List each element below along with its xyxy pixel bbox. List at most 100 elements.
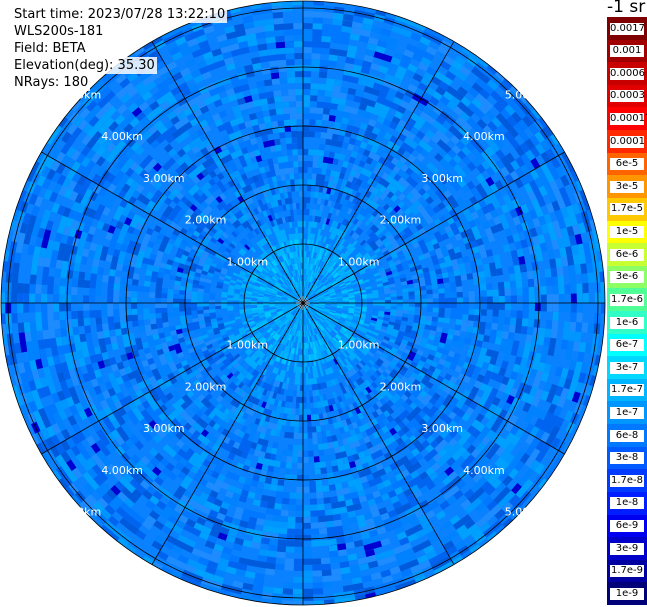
- data-cell: [321, 431, 327, 438]
- data-cell: [318, 345, 323, 352]
- data-cell: [412, 241, 420, 249]
- data-cell: [371, 287, 378, 291]
- data-cell: [158, 193, 168, 202]
- data-cell: [341, 231, 347, 239]
- data-cell: [532, 327, 540, 337]
- data-cell: [197, 313, 205, 322]
- data-cell: [295, 372, 299, 379]
- data-cell: [377, 129, 387, 138]
- data-cell: [503, 317, 511, 325]
- data-cell: [265, 315, 272, 320]
- data-cell: [129, 434, 140, 445]
- data-cell: [371, 468, 387, 480]
- data-cell: [408, 203, 417, 212]
- data-cell: [252, 314, 259, 318]
- data-cell: [451, 340, 459, 348]
- data-cell: [315, 352, 319, 360]
- data-cell: [208, 396, 220, 408]
- data-cell: [353, 290, 361, 294]
- data-cell: [290, 414, 296, 421]
- data-cell: [239, 258, 247, 264]
- data-cell: [337, 268, 343, 274]
- data-cell: [459, 454, 476, 470]
- data-cell: [229, 172, 237, 181]
- data-cell: [390, 220, 398, 228]
- data-cell: [385, 419, 398, 431]
- data-cell: [287, 522, 296, 529]
- data-cell: [114, 400, 123, 410]
- data-cell: [197, 233, 206, 241]
- data-cell: [124, 438, 135, 449]
- data-cell: [514, 317, 523, 334]
- data-cell: [337, 408, 344, 416]
- data-cell: [189, 203, 198, 212]
- data-cell: [291, 264, 295, 271]
- data-cell: [443, 255, 452, 263]
- data-cell: [250, 353, 259, 362]
- data-cell: [466, 444, 477, 455]
- data-cell: [256, 80, 265, 88]
- data-cell: [309, 480, 316, 487]
- data-cell: [312, 305, 319, 307]
- data-cell: [261, 104, 269, 112]
- data-cell: [294, 53, 303, 60]
- data-cell: [270, 346, 276, 353]
- data-cell: [552, 285, 559, 295]
- data-cell: [184, 461, 194, 471]
- data-cell: [226, 344, 234, 350]
- data-cell: [307, 257, 310, 264]
- data-cell: [148, 158, 158, 168]
- data-cell: [317, 83, 334, 92]
- data-cell: [303, 293, 306, 300]
- data-cell: [531, 335, 539, 345]
- data-cell: [420, 393, 433, 406]
- data-cell: [275, 144, 282, 152]
- data-cell: [177, 448, 192, 462]
- data-cell: [283, 274, 288, 281]
- data-cell: [179, 170, 188, 180]
- data-cell: [353, 313, 360, 318]
- data-cell: [318, 303, 325, 306]
- data-cell: [89, 310, 96, 318]
- data-cell: [323, 199, 329, 206]
- data-cell: [241, 220, 251, 229]
- data-cell: [197, 433, 211, 446]
- data-cell: [431, 175, 444, 189]
- data-cell: [410, 215, 421, 227]
- data-cell: [185, 282, 193, 292]
- data-cell: [355, 347, 362, 354]
- data-cell: [140, 409, 154, 424]
- data-cell: [305, 295, 310, 300]
- data-cell: [317, 326, 322, 333]
- data-cell: [356, 263, 363, 270]
- data-cell: [296, 245, 300, 252]
- data-cell: [259, 225, 265, 232]
- data-cell: [386, 414, 395, 423]
- data-cell: [234, 379, 242, 387]
- data-cell: [295, 522, 303, 529]
- data-cell: [261, 382, 271, 391]
- data-cell: [352, 225, 359, 232]
- data-cell: [372, 195, 380, 203]
- data-cell: [205, 220, 216, 231]
- data-cell: [161, 466, 178, 481]
- data-cell: [303, 233, 308, 240]
- data-cell: [298, 324, 300, 331]
- data-cell: [533, 278, 541, 287]
- data-cell: [166, 430, 176, 440]
- data-cell: [365, 288, 372, 292]
- data-cell: [306, 336, 309, 343]
- data-cell: [83, 295, 90, 303]
- data-cell: [189, 350, 199, 362]
- data-cell: [339, 401, 345, 409]
- data-cell: [311, 258, 315, 265]
- data-cell: [134, 337, 144, 351]
- data-cell: [328, 114, 336, 122]
- data-cell: [386, 399, 395, 408]
- data-cell: [150, 270, 159, 283]
- data-cell: [354, 407, 362, 415]
- data-cell: [277, 120, 285, 127]
- data-cell: [341, 211, 350, 221]
- data-cell: [469, 401, 478, 411]
- data-cell: [312, 304, 319, 307]
